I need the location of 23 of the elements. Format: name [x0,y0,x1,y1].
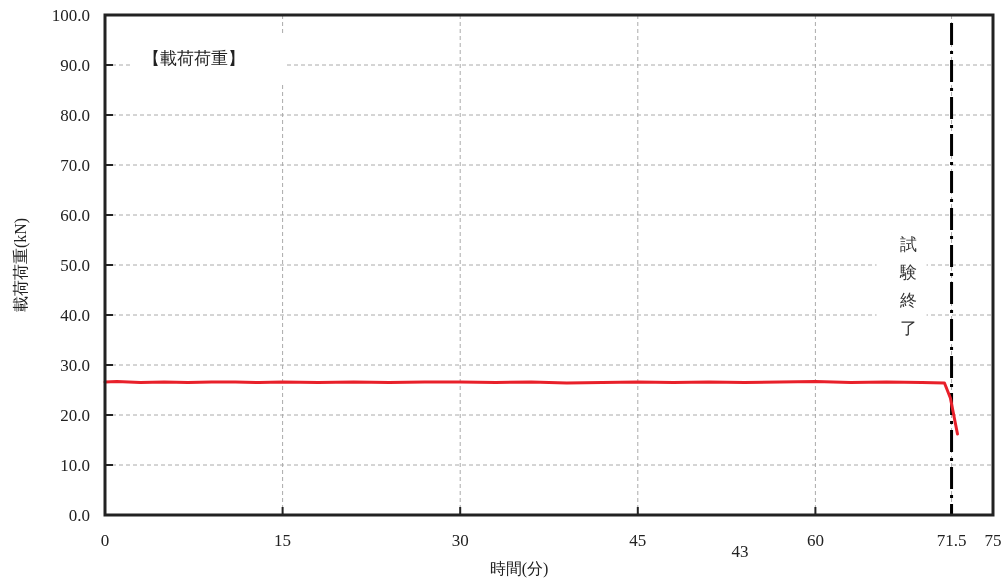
y-tick-label: 40.0 [60,306,90,325]
text: 43 [731,542,749,561]
x-axis-title: 時間(分) [489,560,549,578]
x-tick-label: 15 [274,531,292,550]
y-tick-label: 90.0 [60,56,90,75]
y-tick-label: 80.0 [60,106,90,125]
x-tick-label: 0 [100,531,110,550]
y-axis-title: 載荷荷重(kN) [12,217,30,313]
y-tick-label: 60.0 [60,206,90,225]
y-tick-label: 100.0 [51,6,90,25]
y-tick-label: 30.0 [60,356,90,375]
x-tick-label: 45 [629,531,647,550]
x-tick-label: 75 [984,531,1002,550]
y-tick-label: 50.0 [60,256,90,275]
annotation: 【載荷荷重】 [143,48,245,68]
x-tick-label: 71.5 [936,531,967,550]
y-tick-label: 20.0 [60,406,90,425]
y-tick-label: 70.0 [60,156,90,175]
y-tick-label: 0.0 [68,506,90,525]
y-tick-label: 10.0 [60,456,90,475]
x-tick-label: 30 [451,531,469,550]
x-tick-label: 60 [806,531,824,550]
ref-label: 試験終了 [900,234,918,338]
